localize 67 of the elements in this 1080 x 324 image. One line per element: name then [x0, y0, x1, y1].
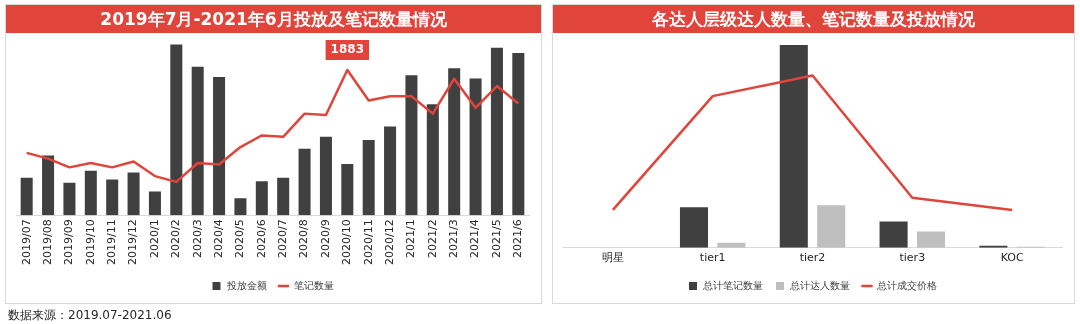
x-tick-label: 2020/10 — [340, 219, 354, 266]
x-tick-label: 2020/1 — [147, 219, 161, 259]
bar — [106, 179, 119, 216]
bar — [234, 198, 247, 216]
bar — [426, 104, 439, 216]
x-tick-label: 2020/4 — [211, 219, 225, 259]
bar — [42, 155, 55, 216]
chart-title: 2019年7月-2021年6月投放及笔记数量情况 — [6, 5, 541, 33]
x-tick-label: 2019/11 — [105, 219, 119, 266]
x-tick-label: 2019/08 — [40, 219, 54, 266]
x-tick-label: KOC — [1000, 251, 1024, 265]
bar — [817, 205, 846, 248]
x-tick-label: 2021/2 — [425, 219, 439, 259]
x-tick-label: 2020/7 — [276, 219, 290, 259]
bar — [20, 177, 33, 216]
bar — [362, 140, 375, 216]
x-tick-label: 2021/1 — [404, 219, 418, 259]
x-tick-label: tier3 — [899, 251, 926, 265]
x-tick-label: 2021/6 — [511, 219, 525, 259]
x-tick-label: 2020/2 — [169, 219, 183, 259]
x-tick-label: 2020/11 — [361, 219, 375, 266]
bar — [191, 66, 204, 216]
legend-label: 笔记数量 — [293, 279, 334, 291]
x-tick-label: tier2 — [799, 251, 826, 265]
legend-label: 投放金额 — [225, 279, 267, 291]
legend-label: 总计笔记数量 — [702, 279, 763, 291]
x-tick-label: 2020/3 — [190, 219, 204, 259]
bar — [679, 207, 709, 248]
bar — [405, 75, 418, 216]
bar — [490, 47, 503, 216]
bar — [879, 221, 908, 248]
x-tick-label: 2021/3 — [447, 219, 461, 259]
x-tick-label: 2019/12 — [126, 219, 140, 266]
bar — [277, 177, 290, 216]
x-tick-label: 2021/5 — [489, 219, 503, 259]
x-tick-label: 2019/10 — [83, 219, 97, 266]
bar — [779, 45, 808, 248]
source-note: 数据来源：2019.07-2021.06 — [7, 307, 173, 324]
x-tick-label: 2020/8 — [297, 219, 311, 259]
bar — [148, 191, 161, 216]
legend-label: 总计达人数量 — [789, 279, 850, 291]
x-tick-label: 2020/12 — [382, 219, 396, 266]
legend-label: 总计成交价格 — [876, 279, 937, 291]
bar — [127, 172, 140, 216]
bar — [84, 170, 97, 216]
bar — [916, 231, 946, 248]
bar — [298, 148, 311, 216]
bar — [63, 182, 76, 216]
x-tick-label: 2019/07 — [19, 219, 33, 266]
bar — [512, 52, 525, 216]
x-tick-label: 2020/6 — [254, 219, 268, 259]
x-tick-label: 2019/09 — [62, 219, 76, 266]
x-tick-label: 明星 — [601, 251, 624, 265]
chart-title: 各达人层级达人数量、笔记数量及投放情况 — [553, 5, 1074, 33]
x-tick-label: 2021/4 — [468, 219, 482, 259]
bar — [469, 78, 482, 216]
x-tick-label: tier1 — [699, 251, 726, 265]
bar — [384, 126, 397, 216]
bar — [319, 136, 332, 216]
bar — [255, 181, 268, 216]
bar — [170, 44, 183, 216]
bar — [213, 76, 226, 216]
x-tick-label: 2020/9 — [318, 219, 332, 259]
annotation: 1883 — [330, 42, 365, 57]
x-tick-label: 2020/5 — [233, 219, 247, 259]
bar — [448, 68, 461, 216]
bar — [341, 164, 354, 216]
